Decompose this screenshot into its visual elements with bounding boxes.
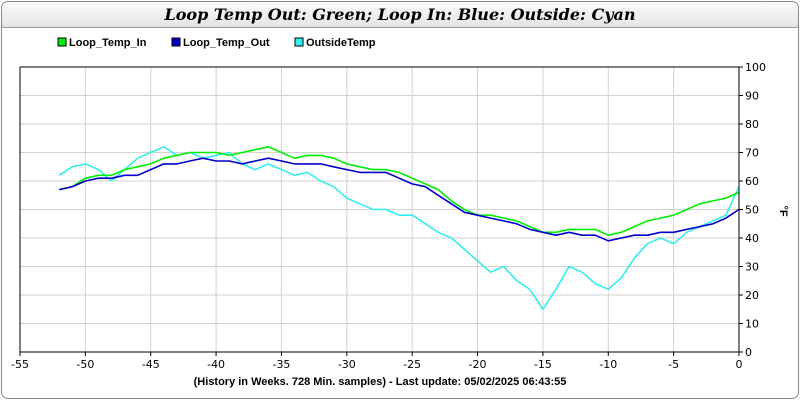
legend-swatch: [294, 37, 304, 47]
x-tick-label: -55: [11, 358, 29, 371]
x-tick-label: 0: [736, 358, 743, 371]
series-layer: [58, 146, 740, 311]
legend-label: Loop_Temp_Out: [183, 37, 270, 49]
x-tick-label: -5: [668, 358, 679, 371]
y-tick-label: 10: [745, 318, 759, 331]
y-tick-label: 80: [745, 118, 759, 131]
x-tick-label: -40: [207, 358, 225, 371]
x-tick-label: -30: [338, 358, 356, 371]
x-tick-label: -50: [76, 358, 94, 371]
chart-title-bar: Loop Temp Out: Green; Loop In: Blue: Out…: [2, 2, 798, 28]
x-tick-label: -15: [534, 358, 552, 371]
y-tick-label: 60: [745, 175, 759, 188]
axes: -55 -50 -45 -40 -35 -30 -25 -20 -15 -10 -5 00102030…: [11, 61, 766, 371]
x-tick-label: -10: [599, 358, 617, 371]
y-tick-label: 20: [745, 289, 759, 302]
series-line-loop-temp-in: [59, 146, 740, 236]
x-tick-label: -35: [272, 358, 290, 371]
x-axis-title: (History in Weeks. 728 Min. samples) - L…: [194, 376, 567, 388]
legend-label: Loop_Temp_In: [69, 37, 147, 49]
y-tick-label: 50: [745, 204, 759, 217]
legend-swatch: [57, 37, 67, 47]
y-axis-title: °F: [777, 205, 789, 216]
y-tick-label: 30: [745, 261, 759, 274]
legend-swatch: [171, 37, 181, 47]
legend: Loop_Temp_In Loop_Temp_Out OutsideTemp: [57, 37, 376, 49]
y-tick-label: 70: [745, 147, 759, 160]
y-tick-label: 90: [745, 90, 759, 103]
y-tick-label: 0: [745, 346, 752, 359]
x-tick-label: -25: [403, 358, 421, 371]
x-tick-label: -20: [469, 358, 487, 371]
series-line-loop-temp-out: [59, 157, 740, 242]
chart-title: Loop Temp Out: Green; Loop In: Blue: Out…: [164, 5, 636, 24]
legend-label: OutsideTemp: [306, 37, 376, 49]
x-tick-label: -45: [142, 358, 160, 371]
y-tick-label: 100: [745, 61, 766, 74]
series-line-outsidetemp: [58, 146, 740, 311]
y-tick-label: 40: [745, 232, 759, 245]
